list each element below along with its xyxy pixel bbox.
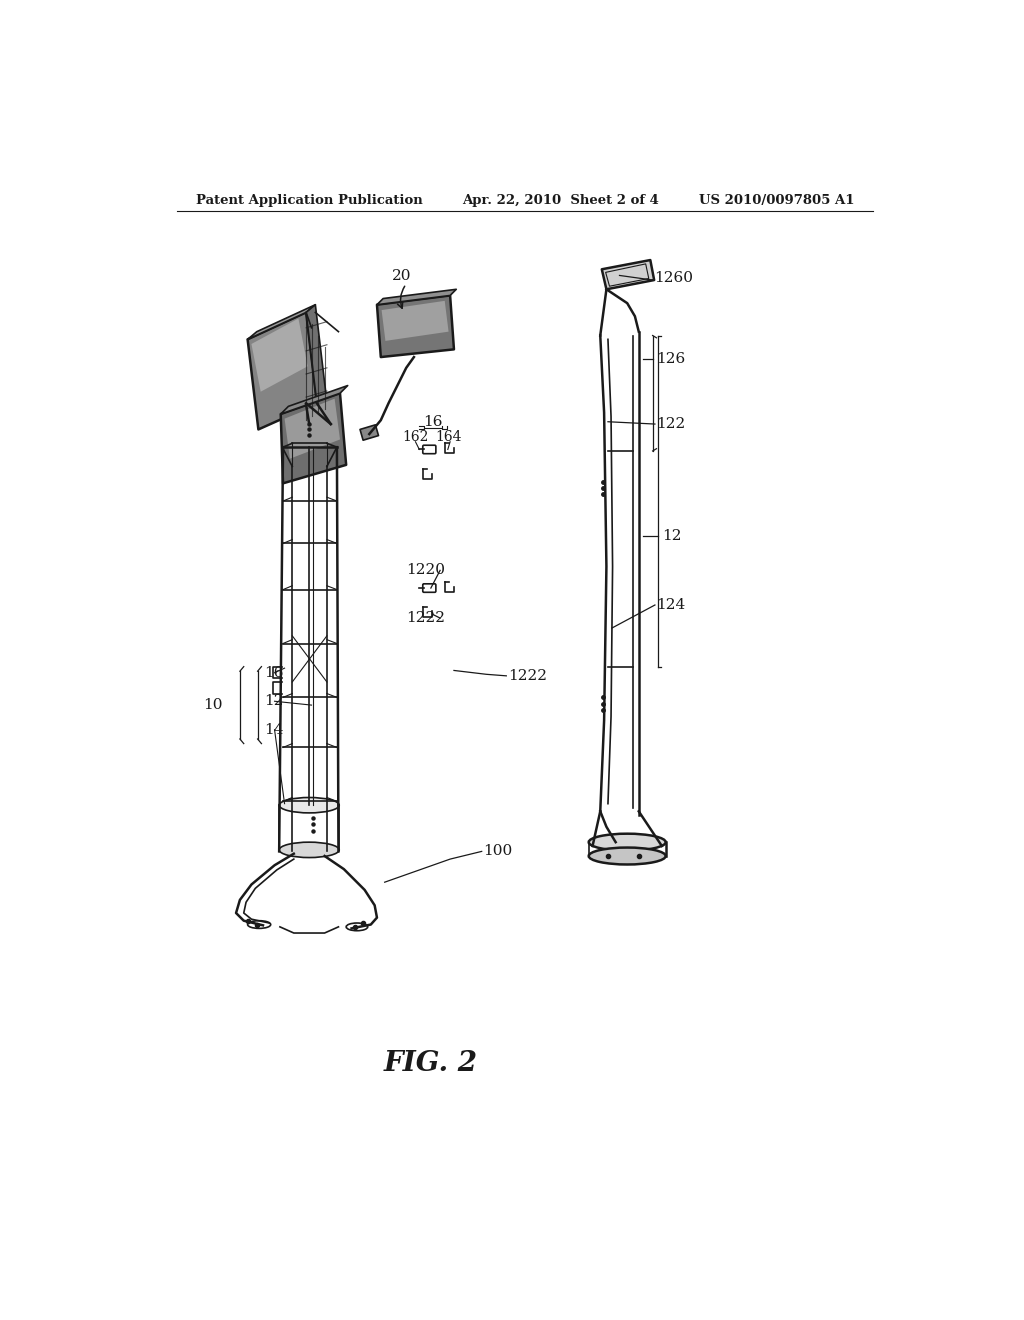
Text: 122: 122 — [656, 417, 686, 432]
Text: 124: 124 — [656, 598, 686, 612]
Text: Apr. 22, 2010  Sheet 2 of 4: Apr. 22, 2010 Sheet 2 of 4 — [462, 194, 658, 207]
Polygon shape — [377, 296, 454, 358]
Ellipse shape — [589, 847, 666, 865]
Polygon shape — [285, 399, 340, 459]
Text: 1220: 1220 — [407, 564, 445, 577]
Text: 16: 16 — [264, 665, 284, 680]
Text: Patent Application Publication: Patent Application Publication — [196, 194, 423, 207]
Polygon shape — [248, 305, 315, 339]
Text: 12: 12 — [264, 694, 284, 709]
Ellipse shape — [280, 842, 339, 858]
Text: 1222: 1222 — [508, 669, 547, 682]
Text: 162: 162 — [402, 430, 429, 444]
Polygon shape — [252, 318, 307, 392]
Text: 164: 164 — [435, 430, 462, 444]
Text: 10: 10 — [204, 698, 223, 711]
Ellipse shape — [280, 797, 339, 813]
Polygon shape — [602, 260, 654, 289]
Text: 16: 16 — [423, 414, 443, 429]
Polygon shape — [289, 414, 336, 420]
Ellipse shape — [589, 834, 666, 850]
Polygon shape — [382, 301, 449, 341]
Polygon shape — [360, 425, 379, 441]
Polygon shape — [248, 313, 316, 429]
Text: 100: 100 — [483, 845, 512, 858]
Polygon shape — [281, 385, 348, 414]
Text: FIG. 2: FIG. 2 — [384, 1049, 478, 1077]
Text: 20: 20 — [392, 269, 412, 284]
Polygon shape — [377, 289, 457, 305]
Polygon shape — [330, 414, 336, 459]
Text: 126: 126 — [656, 351, 686, 366]
Text: 1260: 1260 — [654, 271, 693, 285]
Polygon shape — [306, 305, 326, 404]
Polygon shape — [289, 420, 330, 459]
Polygon shape — [281, 393, 346, 483]
Text: 1222: 1222 — [407, 611, 445, 626]
Text: US 2010/0097805 A1: US 2010/0097805 A1 — [698, 194, 854, 207]
Text: 14: 14 — [264, 723, 284, 737]
Text: 12: 12 — [662, 529, 681, 543]
